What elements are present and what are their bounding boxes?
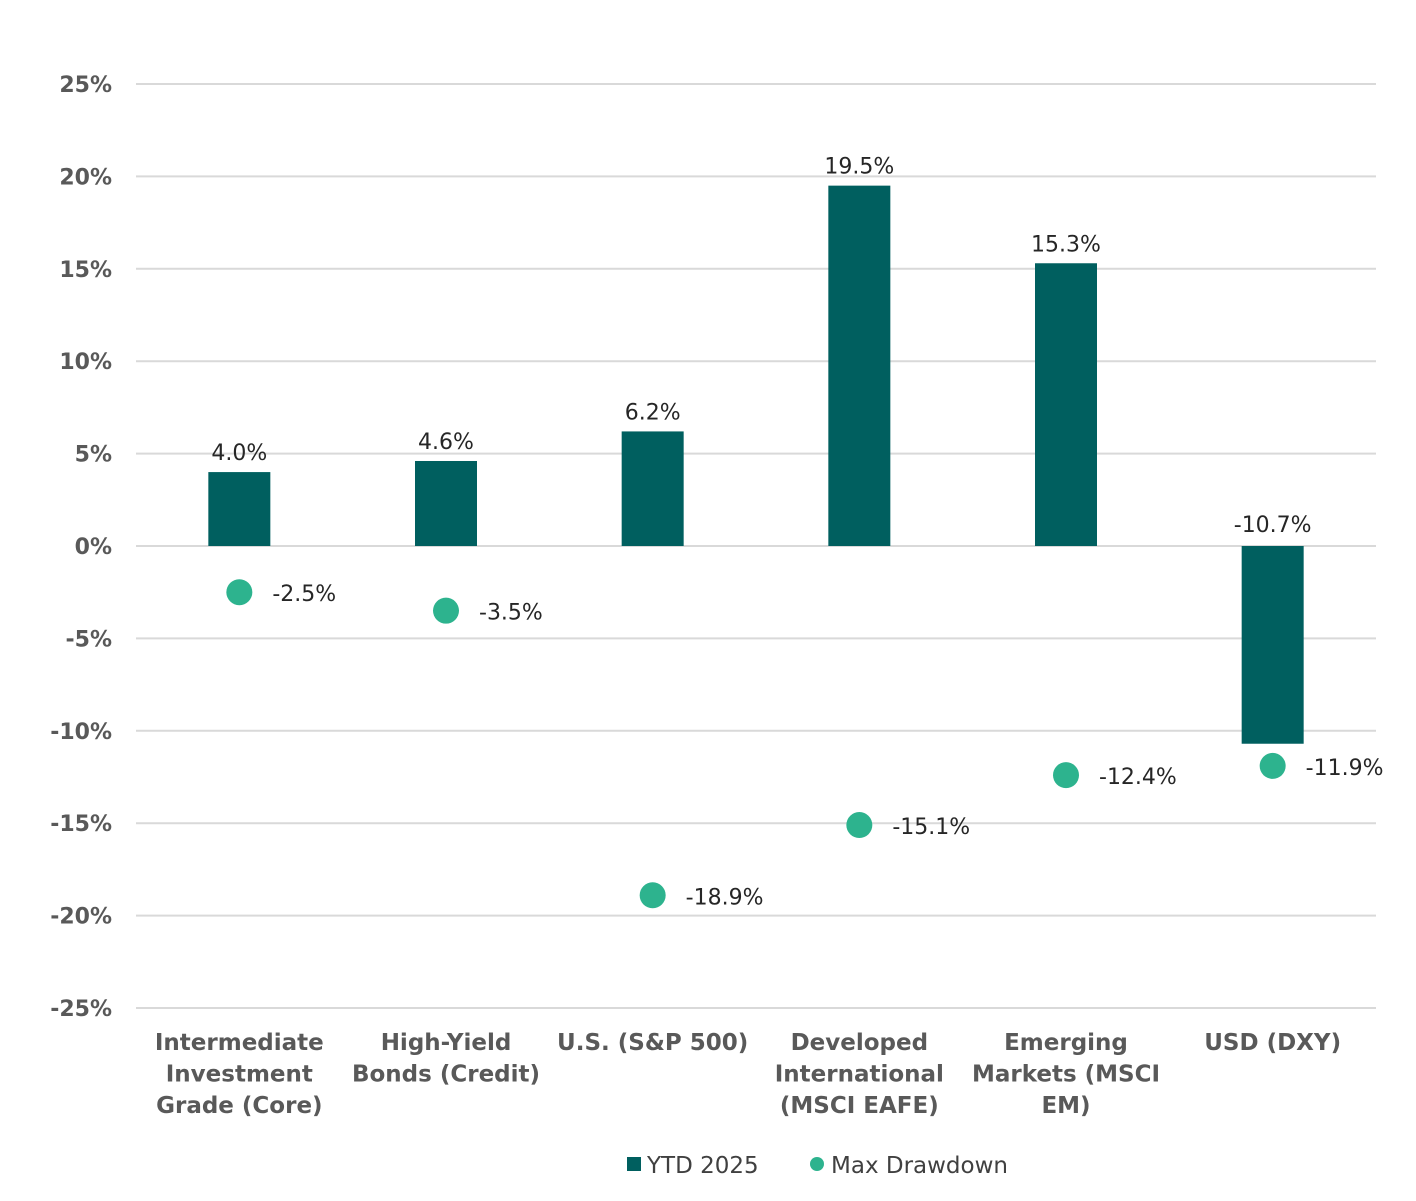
x-category-label: High-Yield	[381, 1030, 512, 1056]
x-category-label: (MSCI EAFE)	[780, 1093, 939, 1119]
x-category-label: USD (DXY)	[1204, 1030, 1341, 1056]
y-tick-label: 10%	[59, 350, 112, 375]
bar	[621, 431, 684, 546]
gridlines	[136, 83, 1376, 1009]
legend: YTD 2025 Max Drawdown	[627, 1153, 1008, 1179]
bar-data-label: -10.7%	[1234, 513, 1312, 538]
y-tick-label: -25%	[50, 997, 112, 1022]
y-tick-label: 15%	[59, 258, 112, 283]
bar-data-label: 4.6%	[418, 430, 474, 455]
drawdown-marker	[846, 812, 873, 839]
marker-data-label: -2.5%	[272, 582, 336, 607]
y-tick-label: 0%	[75, 535, 112, 560]
x-category-label: International	[775, 1062, 944, 1088]
x-category-label: U.S. (S&P 500)	[557, 1030, 748, 1056]
bar	[828, 185, 891, 546]
x-category-label: Markets (MSCI	[972, 1062, 1160, 1088]
y-tick-label: -5%	[66, 627, 112, 652]
x-category-label: EM)	[1041, 1093, 1090, 1119]
y-tick-label: -15%	[50, 812, 112, 837]
x-category-label: Grade (Core)	[156, 1093, 322, 1119]
x-category-label: Developed	[791, 1030, 929, 1056]
drawdown-marker	[433, 597, 459, 624]
legend-label-drawdown: Max Drawdown	[831, 1153, 1008, 1179]
x-category-label: Intermediate	[155, 1030, 324, 1056]
drawdown-marker	[226, 579, 253, 606]
x-category-label: Emerging	[1004, 1030, 1128, 1056]
bar-data-label: 19.5%	[824, 155, 894, 180]
legend-label-ytd: YTD 2025	[646, 1153, 759, 1179]
drawdown-marker	[639, 882, 666, 909]
y-axis-ticks: 25% 20% 15% 10% 5% 0% -5% -10% -15% -20% -25%	[50, 73, 112, 1022]
x-category-label: Investment	[166, 1062, 313, 1088]
y-tick-label: -10%	[50, 720, 112, 745]
legend-swatch-ytd	[627, 1157, 641, 1171]
marker-data-label: -18.9%	[686, 885, 764, 910]
marker-data-label: -11.9%	[1306, 756, 1384, 781]
y-tick-label: -20%	[50, 905, 112, 930]
bar-series: 4.0% 4.6% 6.2% 19.5% 15.3% -10.7%	[208, 155, 1312, 744]
y-tick-label: 25%	[59, 73, 112, 98]
bar-data-label: 6.2%	[625, 400, 681, 425]
bar	[208, 472, 271, 546]
drawdown-marker	[1259, 752, 1286, 779]
bar	[1241, 546, 1304, 744]
bar	[1035, 263, 1097, 546]
x-axis-categories: Intermediate Investment Grade (Core) High-Y…	[155, 1030, 1341, 1119]
drawdown-marker	[1053, 762, 1079, 789]
marker-data-label: -3.5%	[479, 601, 543, 626]
bar-data-label: 4.0%	[211, 441, 267, 466]
y-tick-label: 20%	[59, 165, 112, 190]
y-tick-label: 5%	[75, 443, 112, 468]
marker-data-label: -15.1%	[892, 815, 970, 840]
x-category-label: Bonds (Credit)	[352, 1062, 540, 1088]
legend-swatch-drawdown	[810, 1157, 824, 1171]
marker-data-label: -12.4%	[1099, 765, 1177, 790]
bar-data-label: 15.3%	[1031, 232, 1101, 257]
marker-series: -2.5% -3.5% -18.9% -15.1% -12.4% -11.9%	[226, 579, 1383, 910]
bar	[415, 460, 477, 546]
